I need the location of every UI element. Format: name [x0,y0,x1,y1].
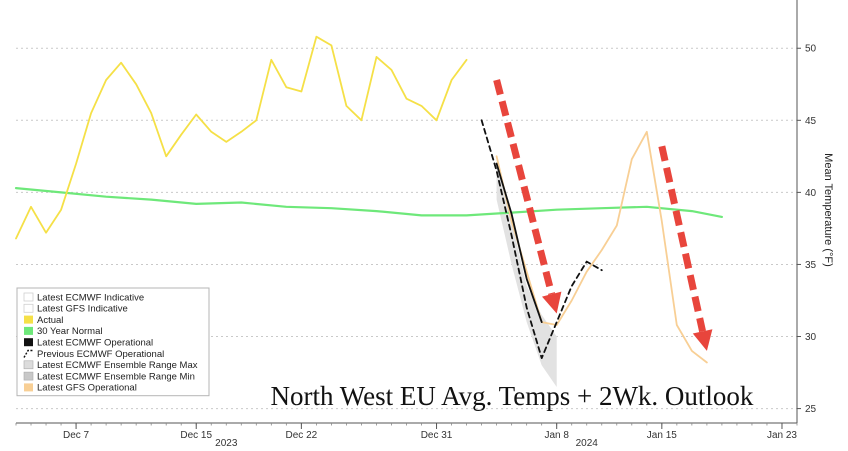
legend-label: Latest ECMWF Ensemble Range Min [37,371,195,382]
forecast-arrow-shaft [658,145,707,333]
legend-label: Latest ECMWF Indicative [37,292,144,303]
x-tick-label: Jan 23 [767,430,797,441]
x-year-label: 2023 [215,438,238,449]
y-tick-label: 45 [805,116,817,127]
x-tick-label: Dec 15 [180,430,212,441]
forecast-arrows [493,79,713,351]
axes: 25 30 35 40 45 50 Dec 7 Dec 15 Dec 22 Dec 31 Jan 8… [15,0,817,449]
forecast-arrow-shaft [493,79,556,295]
legend-swatch [23,360,34,370]
ensemble-band [496,163,557,387]
legend-swatch [24,315,33,324]
legend-label: 30 Year Normal [37,326,102,337]
x-tick-label: Dec 22 [286,430,318,441]
y-tick-label: 40 [805,188,817,199]
series-line-previous-ecmwf-operational [480,119,603,360]
legend-label: Actual [37,315,63,326]
legend-label: Latest ECMWF Operational [37,338,153,349]
legend-swatch [24,383,33,392]
legend-label: Previous ECMWF Operational [37,349,164,360]
y-tick-label: 35 [805,260,817,271]
forecast-arrow-head [542,291,562,314]
series-lines [14,35,724,364]
x-tick-label: Jan 8 [544,430,569,441]
legend-swatch [24,326,33,335]
x-tick-label: Jan 15 [647,430,677,441]
legend-swatch [24,338,33,347]
ensemble-range-band [496,163,557,387]
legend-swatch [23,303,34,313]
x-tick-label: Dec 31 [421,430,453,441]
series-line-latest-ecmwf-operational [495,162,543,324]
series-line-latest-gfs-operational [495,130,708,364]
legend-swatch [23,349,33,358]
legend-box [16,287,210,397]
forecast-arrow-head [692,329,713,351]
y-axis-title: Mean Temperature (°F) [822,153,834,267]
legend-label: Latest GFS Operational [37,383,137,394]
chart-title: North West EU Avg. Temps + 2Wk. Outlook [271,381,754,411]
legend-label: Latest GFS Indicative [37,304,128,315]
legend-swatch [23,292,34,302]
y-tick-label: 25 [805,404,817,415]
series-line-actual [15,35,468,240]
series-line-30-year-normal [14,187,724,218]
legend-swatch [23,371,34,381]
y-tick-label: 30 [805,332,817,343]
x-year-label: 2024 [576,438,599,449]
x-tick-label: Dec 7 [63,430,90,441]
legend-label: Latest ECMWF Ensemble Range Max [37,360,198,371]
y-tick-label: 50 [805,44,817,55]
